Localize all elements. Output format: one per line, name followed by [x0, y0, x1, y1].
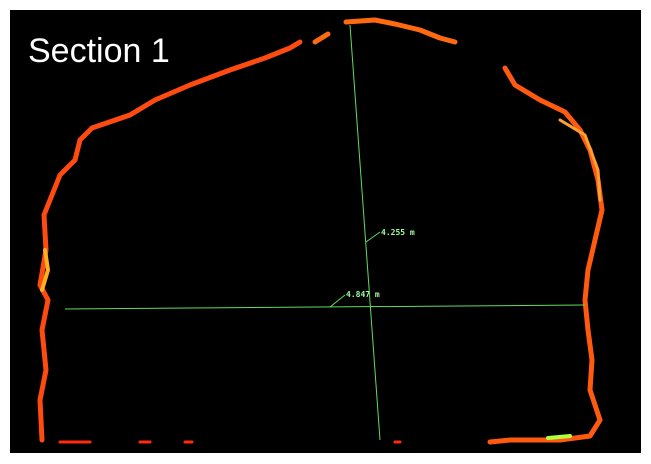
measure-label: 4.847 m — [346, 290, 380, 299]
floor-highlight — [548, 436, 570, 438]
section-title: Section 1 — [28, 32, 170, 70]
viewer: Section 1 4.255 m 4.847 m — [0, 0, 651, 464]
viewport — [10, 10, 641, 453]
measure-label: 4.255 m — [381, 228, 415, 237]
screenshot: Section 1 4.255 m 4.847 m — [0, 0, 651, 464]
